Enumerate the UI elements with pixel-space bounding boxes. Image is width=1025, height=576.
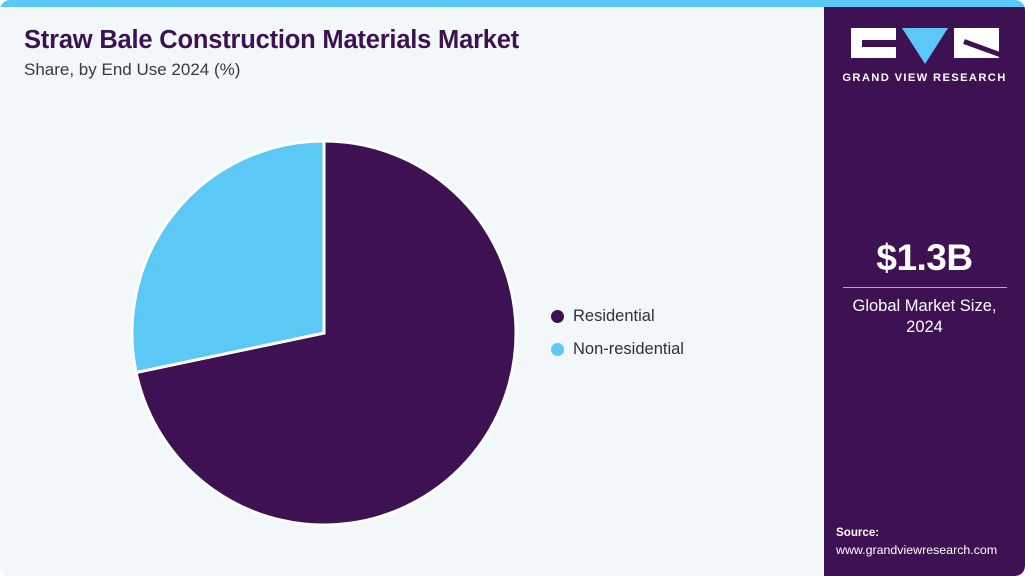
page-title: Straw Bale Construction Materials Market xyxy=(24,26,520,54)
logo-wordmark: GRAND VIEW RESEARCH xyxy=(842,72,1007,84)
pie-slice[interactable] xyxy=(134,139,518,527)
legend-item-non-residential[interactable]: Non-residential xyxy=(551,333,801,366)
top-accent-bar xyxy=(0,0,1025,7)
source-url[interactable]: www.grandviewresearch.com xyxy=(836,542,998,557)
page-subtitle: Share, by End Use 2024 (%) xyxy=(24,60,241,80)
market-size-caption: Global Market Size, 2024 xyxy=(852,296,997,337)
market-size-value: $1.3B xyxy=(876,237,973,278)
logo-letter-v-icon xyxy=(901,28,948,64)
stat-divider xyxy=(842,286,1007,288)
legend-item-residential[interactable]: Residential xyxy=(551,300,801,333)
chart-main-panel: Straw Bale Construction Materials Market… xyxy=(0,7,824,576)
legend-swatch-residential xyxy=(551,310,564,323)
pie-chart-svg xyxy=(130,139,518,527)
title-block: Straw Bale Construction Materials Market… xyxy=(24,26,784,80)
source-footer: Source: www.grandviewresearch.com xyxy=(836,525,1025,559)
logo-marks xyxy=(824,28,1025,64)
source-label: Source: xyxy=(836,525,880,539)
pie-slice-group xyxy=(130,139,518,527)
brand-logo: GRAND VIEW RESEARCH xyxy=(824,28,1025,84)
legend-label-non-residential: Non-residential xyxy=(573,340,684,358)
pie-chart xyxy=(128,129,528,529)
pie-slice[interactable] xyxy=(130,139,326,375)
legend-label-residential: Residential xyxy=(573,307,655,325)
chart-legend: Residential Non-residential xyxy=(551,300,801,366)
market-size-stat: $1.3B Global Market Size, 2024 xyxy=(824,237,1025,339)
logo-letter-r-icon xyxy=(953,28,999,58)
legend-swatch-non-residential xyxy=(551,343,564,356)
logo-letter-g-icon xyxy=(850,28,896,58)
brand-sidebar: GRAND VIEW RESEARCH $1.3B Global Market … xyxy=(824,7,1025,576)
